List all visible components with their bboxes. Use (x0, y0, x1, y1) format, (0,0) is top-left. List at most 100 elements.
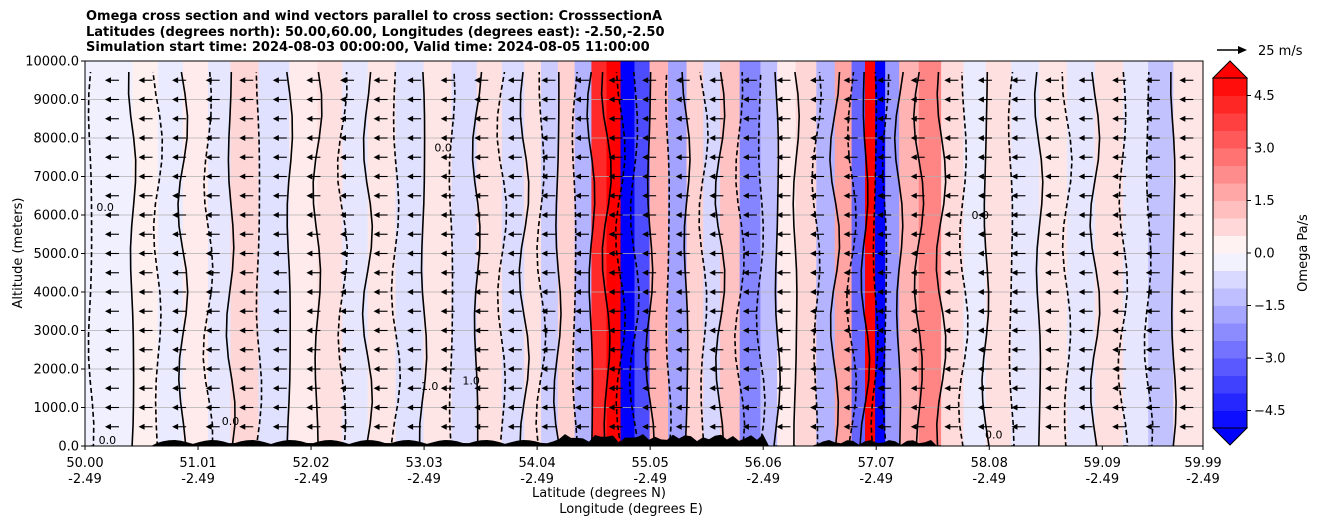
wind-vector-head (339, 346, 346, 353)
wind-vector-head (1078, 77, 1085, 84)
wind-vector-head (339, 404, 346, 411)
colorbar: 4.5 3.0 1.5 0.0 −1.5 −3.0 −4.5 Omega Pa/s (1211, 60, 1311, 446)
wind-vector-head (239, 423, 246, 430)
wind-vector-head (407, 308, 414, 315)
wind-vector-head (843, 212, 850, 218)
wind-vector-head (541, 77, 548, 84)
contour-line (733, 71, 746, 446)
wind-vector-head (944, 308, 951, 315)
colorbar-band (1213, 183, 1247, 201)
wind-vector-head (877, 366, 884, 372)
wind-vector-head (776, 115, 783, 122)
wind-vector-head (1078, 173, 1085, 180)
wind-vector-head (675, 212, 682, 218)
wind-vector-head (306, 289, 313, 295)
wind-vector-head (541, 385, 548, 392)
wind-vector-head (205, 423, 212, 430)
wind-vector-head (877, 115, 884, 122)
wind-vector-head (742, 231, 749, 238)
wind-vector-head (407, 366, 414, 372)
wind-vector-head (239, 346, 246, 353)
wind-vector-head (608, 135, 615, 141)
wind-vector-head (1045, 154, 1052, 161)
y-axis: 0.0 1000.0 2000.0 3000.0 4000.0 5000.0 6000.0 7… (25, 55, 85, 455)
wind-vector-head (440, 346, 447, 353)
contour-label: 0.0 (96, 201, 114, 214)
colorbar-extend-max (1211, 60, 1249, 79)
wind-vector-head (1078, 366, 1085, 372)
wind-vector-head (507, 289, 514, 295)
wind-vector-head (608, 77, 615, 84)
wind-vector-head (977, 173, 984, 180)
wind-vector-head (742, 423, 749, 430)
wind-vector-head (205, 115, 212, 122)
wind-vector-head (306, 346, 313, 353)
wind-vector-head (608, 366, 615, 372)
wind-vector-head (675, 423, 682, 430)
wind-vector-head (138, 77, 145, 84)
wind-vector-head (407, 154, 414, 161)
wind-vector-head (541, 423, 548, 430)
wind-vector-head (575, 308, 582, 315)
wind-vector-head (742, 366, 749, 372)
x-tick-label-lat: 53.03 (405, 456, 442, 471)
contour-lines (87, 71, 1177, 446)
wind-vector-head (642, 366, 649, 372)
wind-vector-head (440, 308, 447, 315)
wind-vector-head (608, 327, 615, 334)
y-tick-label: 6000.0 (34, 209, 80, 224)
wind-vector-head (1078, 308, 1085, 315)
wind-vector-head (742, 154, 749, 161)
vector-key-label: 25 m/s (1258, 44, 1303, 59)
wind-vector-head (440, 154, 447, 161)
wind-vector-head (1078, 385, 1085, 392)
wind-vector-head (306, 135, 313, 141)
x-tick-label-lat: 55.05 (632, 456, 669, 471)
contour-line (571, 71, 579, 446)
wind-vector-head (843, 115, 850, 122)
wind-vector-head (776, 404, 783, 411)
wind-vector-head (1078, 423, 1085, 430)
wind-vector-head (272, 231, 279, 238)
wind-vector-head (642, 327, 649, 334)
colorbar-band (1213, 305, 1247, 324)
wind-vector-head (1011, 212, 1018, 218)
wind-vector-head (709, 269, 716, 276)
y-axis-label: Altitude (meters) (11, 198, 26, 309)
wind-vector-head (709, 96, 716, 103)
wind-vector-head (1145, 289, 1152, 295)
wind-vector-head (440, 404, 447, 411)
wind-vector-head (373, 385, 380, 392)
wind-vector-head (810, 115, 817, 122)
colorbar-tick-label: 4.5 (1254, 89, 1275, 104)
wind-vector-head (272, 366, 279, 372)
wind-vector-head (675, 173, 682, 180)
wind-vector-head (642, 385, 649, 392)
wind-vector-head (742, 135, 749, 141)
wind-vector-head (910, 404, 917, 411)
wind-vector-head (1179, 385, 1186, 392)
contour-line (552, 71, 562, 446)
wind-vector-head (944, 192, 951, 199)
wind-vector-head (1179, 404, 1186, 411)
wind-vector-head (272, 250, 279, 257)
wind-vector-head (205, 173, 212, 180)
wind-vector-head (843, 154, 850, 161)
wind-vector-head (440, 231, 447, 238)
wind-vector-head (507, 346, 514, 353)
x-tick-label-lat: 58.08 (971, 456, 1008, 471)
wind-vector-head (1078, 327, 1085, 334)
wind-vector-head (776, 366, 783, 372)
wind-vector-head (1179, 154, 1186, 161)
wind-vector-head (742, 96, 749, 103)
colorbar-band (1213, 148, 1247, 166)
wind-vector-head (474, 96, 481, 103)
wind-vector-head (474, 289, 481, 295)
wind-vector-head (373, 212, 380, 218)
contour-line (1089, 71, 1101, 446)
wind-vector-head (1011, 289, 1018, 295)
wind-vector-head (474, 308, 481, 315)
wind-vector-head (977, 269, 984, 276)
wind-vector-head (541, 192, 548, 199)
y-tick-label: 9000.0 (34, 93, 80, 108)
